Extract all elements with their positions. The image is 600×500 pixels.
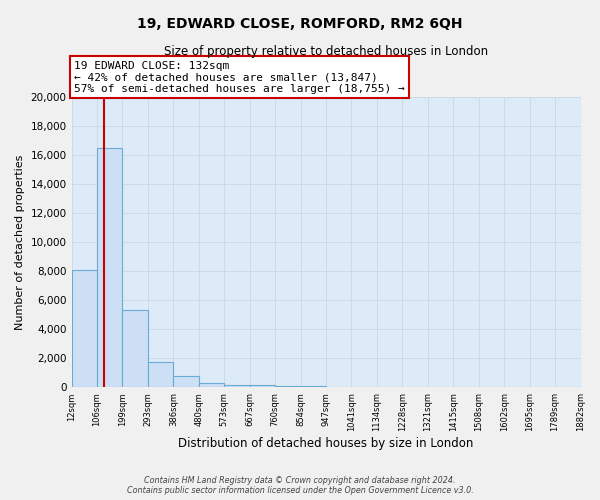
Text: 19, EDWARD CLOSE, ROMFORD, RM2 6QH: 19, EDWARD CLOSE, ROMFORD, RM2 6QH: [137, 18, 463, 32]
Bar: [148, 362, 173, 388]
Bar: [275, 386, 301, 388]
X-axis label: Distribution of detached houses by size in London: Distribution of detached houses by size …: [178, 437, 474, 450]
Bar: [173, 376, 199, 388]
Bar: [71, 270, 97, 388]
Bar: [97, 148, 122, 388]
Text: Contains HM Land Registry data © Crown copyright and database right 2024.
Contai: Contains HM Land Registry data © Crown c…: [127, 476, 473, 495]
Text: 19 EDWARD CLOSE: 132sqm
← 42% of detached houses are smaller (13,847)
57% of sem: 19 EDWARD CLOSE: 132sqm ← 42% of detache…: [74, 60, 405, 94]
Bar: [199, 383, 224, 388]
Title: Size of property relative to detached houses in London: Size of property relative to detached ho…: [164, 45, 488, 58]
Bar: [122, 310, 148, 388]
Bar: [224, 384, 250, 388]
Bar: [301, 386, 326, 388]
Bar: [250, 386, 275, 388]
Y-axis label: Number of detached properties: Number of detached properties: [15, 154, 25, 330]
